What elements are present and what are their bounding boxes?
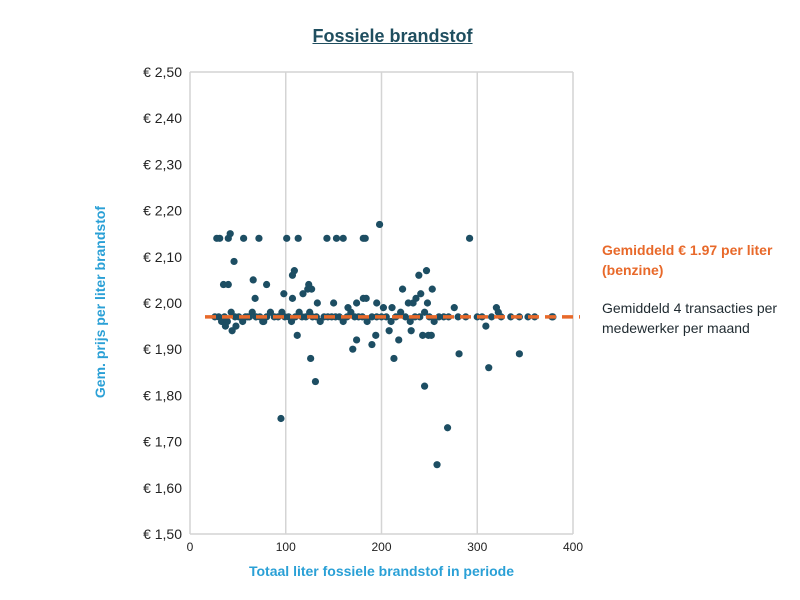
data-point	[363, 317, 371, 326]
data-point	[485, 364, 493, 372]
data-point	[277, 414, 285, 423]
y-tick-label: € 2,10	[143, 249, 182, 265]
data-point	[455, 350, 463, 358]
y-tick-label: € 1,80	[143, 387, 182, 403]
data-point	[382, 313, 390, 321]
data-point	[288, 271, 297, 279]
data-point	[401, 313, 410, 321]
data-point	[390, 354, 398, 363]
data-point	[397, 308, 405, 316]
data-point	[330, 299, 338, 307]
data-points	[211, 220, 557, 469]
data-point	[323, 234, 331, 242]
data-point	[349, 345, 357, 353]
data-point	[339, 234, 347, 242]
data-point	[465, 234, 474, 242]
data-point	[515, 350, 523, 358]
data-point	[283, 234, 291, 242]
data-point	[299, 290, 307, 298]
data-point	[450, 304, 458, 312]
data-point	[361, 234, 369, 242]
data-point	[398, 285, 407, 293]
x-tick-label: 0	[187, 540, 194, 554]
data-point	[353, 299, 361, 307]
data-point	[524, 313, 532, 321]
data-point	[216, 234, 224, 242]
y-tick-label: € 2,30	[143, 156, 182, 172]
data-point	[373, 299, 381, 307]
data-point	[395, 336, 403, 344]
data-point	[409, 299, 417, 307]
data-point	[221, 322, 230, 330]
data-point	[372, 331, 380, 339]
data-point	[307, 354, 315, 363]
data-point	[230, 257, 238, 266]
data-point	[385, 327, 393, 335]
grid	[189, 71, 574, 535]
data-point	[507, 313, 515, 321]
data-point	[368, 340, 376, 349]
data-point	[433, 461, 441, 469]
data-point	[428, 285, 436, 293]
y-tick-label: € 2,00	[143, 295, 182, 311]
data-point	[332, 234, 341, 242]
data-point	[251, 294, 259, 302]
data-point	[388, 304, 396, 312]
x-tick-label: 400	[563, 540, 583, 554]
data-point	[362, 294, 370, 302]
y-tick-label: € 1,70	[143, 434, 182, 450]
y-tick-label: € 1,60	[143, 480, 182, 496]
data-point	[224, 280, 232, 289]
data-point	[293, 331, 301, 339]
data-point	[406, 317, 414, 326]
data-point	[311, 377, 320, 386]
data-point	[423, 299, 432, 307]
data-point	[454, 313, 462, 321]
x-axis-label: Totaal liter fossiele brandstof in perio…	[248, 563, 514, 579]
data-point	[288, 294, 297, 302]
data-point	[482, 322, 490, 330]
data-point	[420, 308, 429, 316]
data-point	[263, 280, 271, 289]
data-point	[313, 299, 321, 307]
y-tick-label: € 2,50	[143, 64, 182, 80]
x-tick-label: 100	[276, 540, 296, 554]
data-point	[443, 424, 452, 432]
data-point	[259, 317, 267, 326]
data-point	[353, 336, 361, 344]
data-point	[379, 304, 388, 312]
data-point	[255, 234, 263, 242]
y-tick-label: € 2,20	[143, 203, 182, 219]
data-point	[387, 317, 395, 326]
axes: 0 100 200 300 400 € 1,50 € 1,60 € 1,70 € 1,80 € 1…	[143, 64, 583, 554]
data-point	[294, 234, 302, 242]
data-point	[375, 220, 384, 229]
x-tick-label: 200	[371, 540, 391, 554]
data-point	[226, 230, 234, 238]
transactions-annotation: Gemiddeld 4 transacties per medewerker p…	[602, 300, 778, 336]
y-tick-label: € 1,50	[143, 526, 182, 542]
y-tick-label: € 1,90	[143, 341, 182, 357]
data-point	[407, 327, 415, 335]
data-point	[420, 382, 429, 390]
data-point	[422, 267, 431, 275]
data-point	[430, 317, 438, 326]
chart-title: Fossiele brandstof	[312, 26, 473, 46]
data-point	[415, 271, 423, 279]
data-point	[240, 234, 248, 242]
average-line-label: Gemiddeld € 1.97 per liter (benzine)	[602, 242, 773, 278]
data-point	[427, 331, 435, 339]
y-tick-label: € 2,40	[143, 110, 182, 126]
data-point	[280, 290, 288, 298]
data-point	[488, 313, 496, 321]
data-point	[228, 327, 236, 335]
data-point	[417, 290, 425, 298]
data-point	[249, 276, 257, 284]
x-tick-label: 300	[467, 540, 487, 554]
data-point	[419, 331, 427, 339]
data-point	[304, 285, 312, 293]
